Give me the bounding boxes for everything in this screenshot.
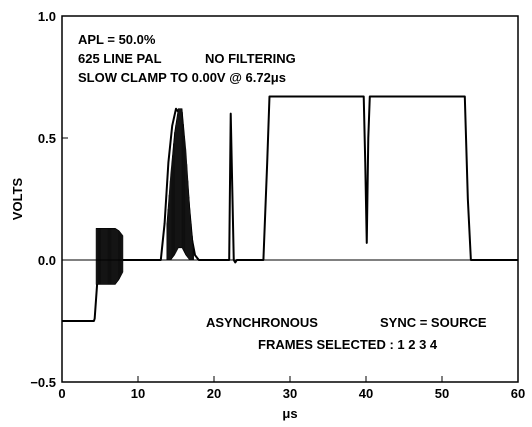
x-tick-label: 40 [359,386,373,401]
y-tick-label: −0.5 [30,375,56,390]
y-tick-label: 1.0 [38,9,56,24]
y-tick-label: 0.0 [38,253,56,268]
x-tick-label: 50 [435,386,449,401]
annotation-line-standard: 625 LINE PAL [78,51,162,66]
x-tick-label: 30 [283,386,297,401]
waveform-line [62,95,518,322]
y-axis-label: VOLTS [10,177,25,220]
annotation-filtering: NO FILTERING [205,51,296,66]
annotation-apl: APL = 50.0% [78,32,156,47]
x-tick-label: 0 [58,386,65,401]
annotation-sync: SYNC = SOURCE [380,315,487,330]
x-tick-label: 10 [131,386,145,401]
x-tick-label: 60 [511,386,525,401]
annotation-mode: ASYNCHRONOUS [206,315,318,330]
annotation-frames: FRAMES SELECTED : 1 2 3 4 [258,337,438,352]
annotation-clamp: SLOW CLAMP TO 0.00V @ 6.72μs [78,70,286,85]
y-tick-label: 0.5 [38,131,56,146]
ticks-layer: 0 10 20 30 40 50 60 −0.5 0.0 0.5 1.0 [30,9,525,401]
x-tick-label: 20 [207,386,221,401]
series-layer [62,95,518,322]
x-axis-label: μs [282,406,297,421]
